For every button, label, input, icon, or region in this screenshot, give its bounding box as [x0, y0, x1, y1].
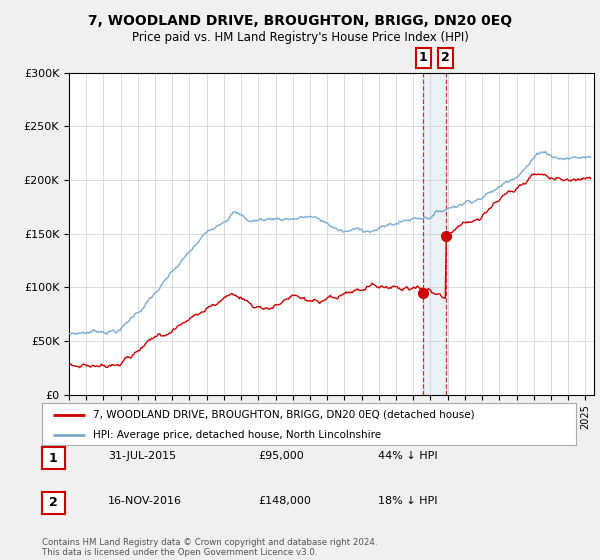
- Text: 18% ↓ HPI: 18% ↓ HPI: [378, 496, 437, 506]
- Text: 1: 1: [49, 451, 58, 465]
- Text: 7, WOODLAND DRIVE, BROUGHTON, BRIGG, DN20 0EQ: 7, WOODLAND DRIVE, BROUGHTON, BRIGG, DN2…: [88, 14, 512, 28]
- Text: Price paid vs. HM Land Registry's House Price Index (HPI): Price paid vs. HM Land Registry's House …: [131, 31, 469, 44]
- Bar: [423, 73, 446, 395]
- Text: 16-NOV-2016: 16-NOV-2016: [108, 496, 182, 506]
- Text: 44% ↓ HPI: 44% ↓ HPI: [378, 451, 437, 461]
- Text: £95,000: £95,000: [258, 451, 304, 461]
- Text: 31-JUL-2015: 31-JUL-2015: [108, 451, 176, 461]
- Text: HPI: Average price, detached house, North Lincolnshire: HPI: Average price, detached house, Nort…: [93, 430, 381, 440]
- Text: Contains HM Land Registry data © Crown copyright and database right 2024.
This d: Contains HM Land Registry data © Crown c…: [42, 538, 377, 557]
- Text: 2: 2: [441, 52, 450, 64]
- Text: 7, WOODLAND DRIVE, BROUGHTON, BRIGG, DN20 0EQ (detached house): 7, WOODLAND DRIVE, BROUGHTON, BRIGG, DN2…: [93, 410, 475, 420]
- Text: 2: 2: [49, 496, 58, 510]
- Text: £148,000: £148,000: [258, 496, 311, 506]
- Text: 1: 1: [419, 52, 428, 64]
